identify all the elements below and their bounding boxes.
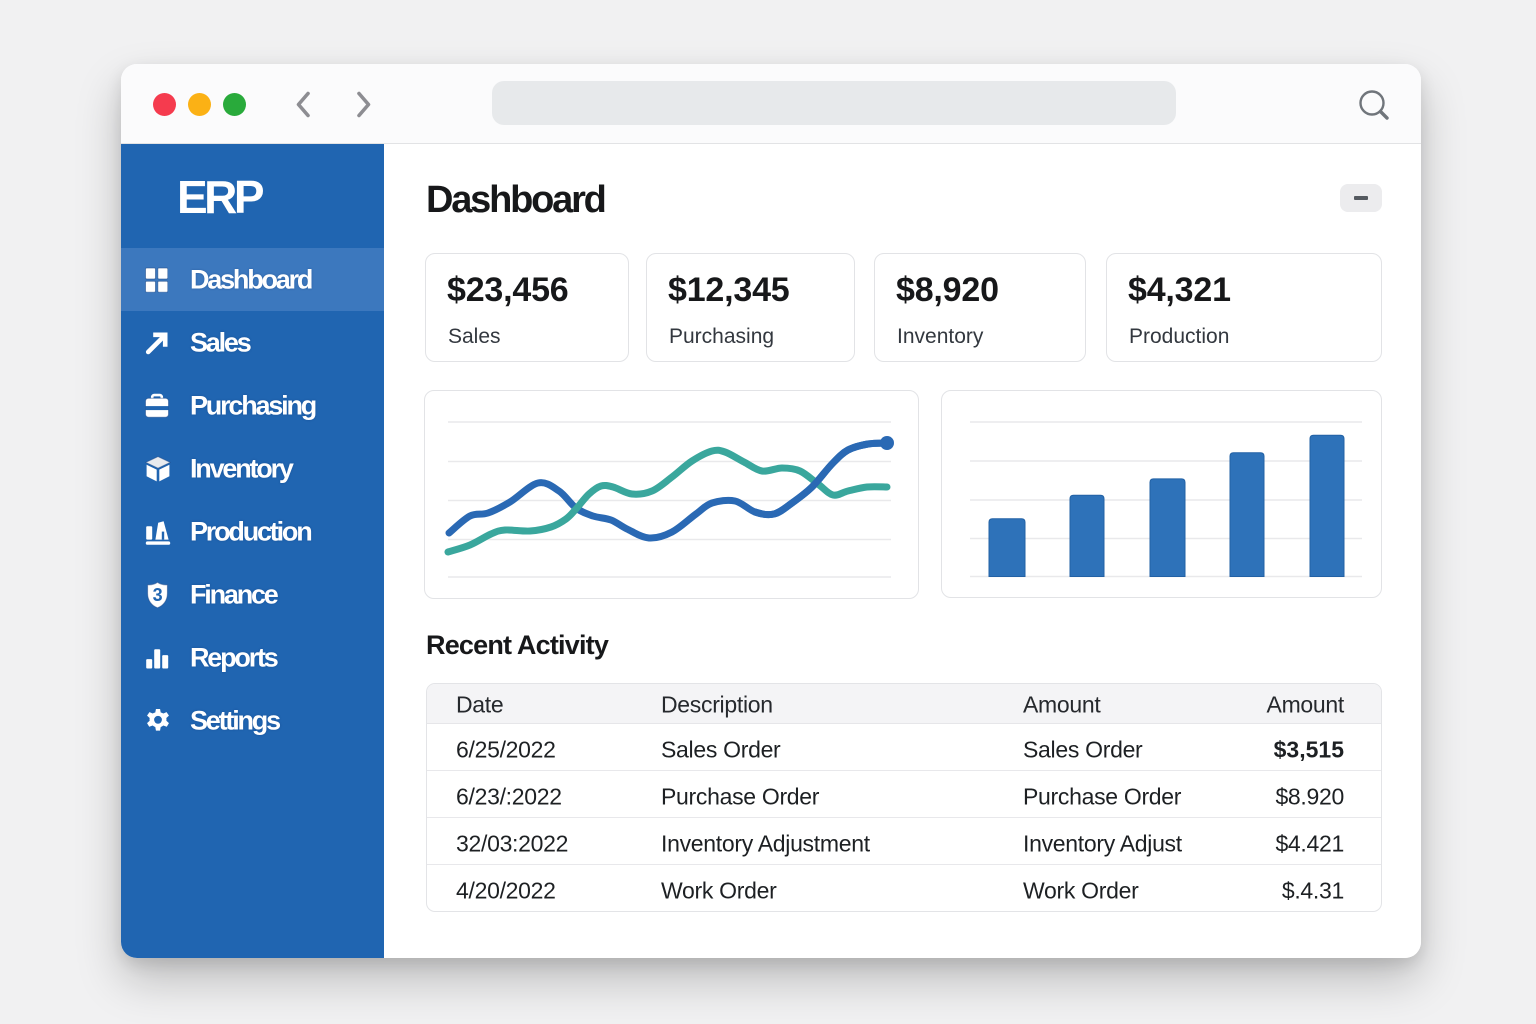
svg-text:3: 3 [153,585,163,605]
